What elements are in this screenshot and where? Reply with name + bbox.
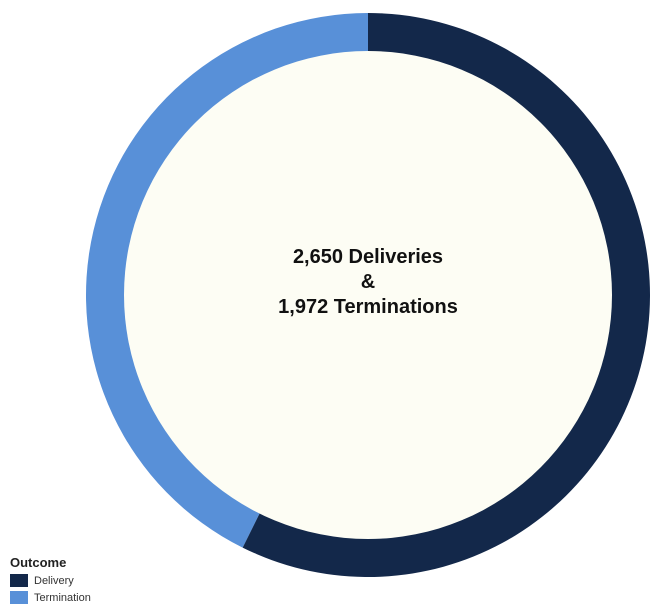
legend-swatch-termination [10, 591, 28, 604]
center-label-line-1: 2,650 Deliveries [293, 246, 443, 268]
legend-item-delivery: Delivery [10, 572, 91, 589]
center-label-line-3: 1,972 Terminations [278, 296, 458, 318]
legend-label-termination: Termination [34, 591, 91, 604]
legend-swatch-delivery [10, 574, 28, 587]
legend-item-termination: Termination [10, 589, 91, 606]
legend-title: Outcome [10, 555, 67, 570]
center-label-line-2: & [361, 271, 375, 293]
legend-label-delivery: Delivery [34, 574, 74, 587]
donut-center [124, 51, 612, 539]
legend: Outcome Delivery Termination [10, 555, 91, 606]
